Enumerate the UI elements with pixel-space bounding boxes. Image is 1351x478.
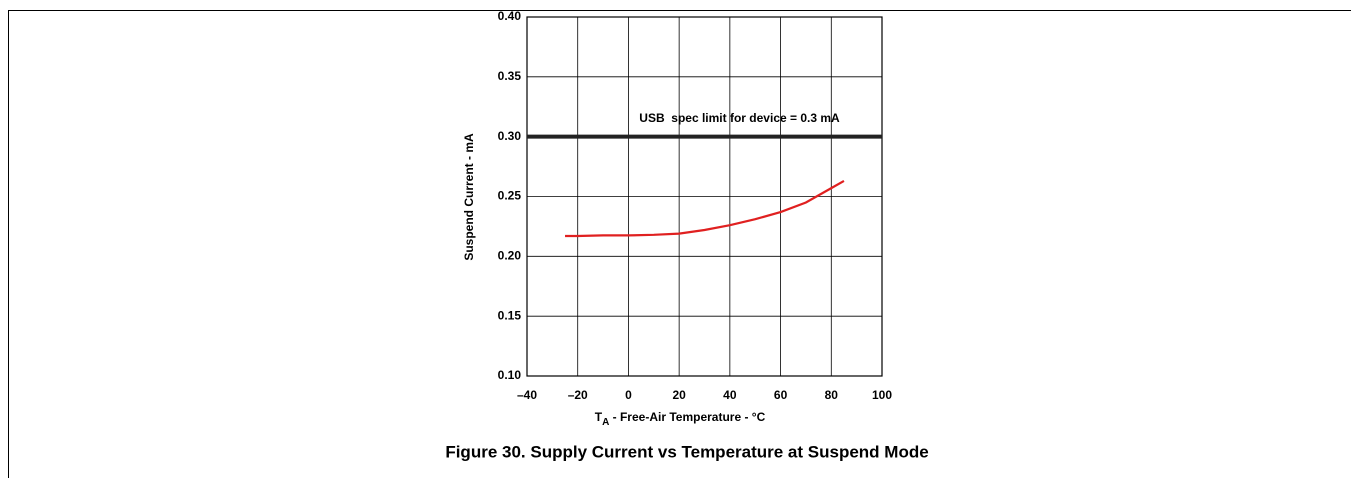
x-label-sub: A [602, 417, 609, 428]
x-label-main: T [595, 410, 603, 424]
x-tick-label: –20 [568, 388, 588, 402]
y-tick-label: 0.30 [498, 129, 522, 143]
y-axis-label: Suspend Current - mA [462, 133, 476, 261]
x-tick-label: 0 [625, 388, 632, 402]
x-tick-label: –40 [517, 388, 537, 402]
chart-title: Figure 30. Supply Current vs Temperature… [445, 442, 928, 461]
y-tick-label: 0.10 [498, 368, 522, 382]
x-tick-label: 20 [672, 388, 686, 402]
x-tick-label: 80 [825, 388, 839, 402]
y-tick-label: 0.35 [498, 69, 522, 83]
y-tick-label: 0.25 [498, 189, 522, 203]
x-tick-label: 60 [774, 388, 788, 402]
x-label-rest: - Free-Air Temperature - °C [609, 410, 765, 424]
y-tick-label: 0.20 [498, 249, 522, 263]
y-tick-label: 0.15 [498, 308, 522, 322]
x-tick-label: 100 [872, 388, 892, 402]
data-line [565, 179, 845, 238]
y-tick-label: 0.40 [498, 9, 522, 23]
plot-frame [526, 16, 883, 377]
x-tick-label: 40 [723, 388, 737, 402]
x-axis-label: TA - Free-Air Temperature - °C [595, 410, 766, 427]
reference-label: USB spec limit for device = 0.3 mA [639, 111, 840, 125]
